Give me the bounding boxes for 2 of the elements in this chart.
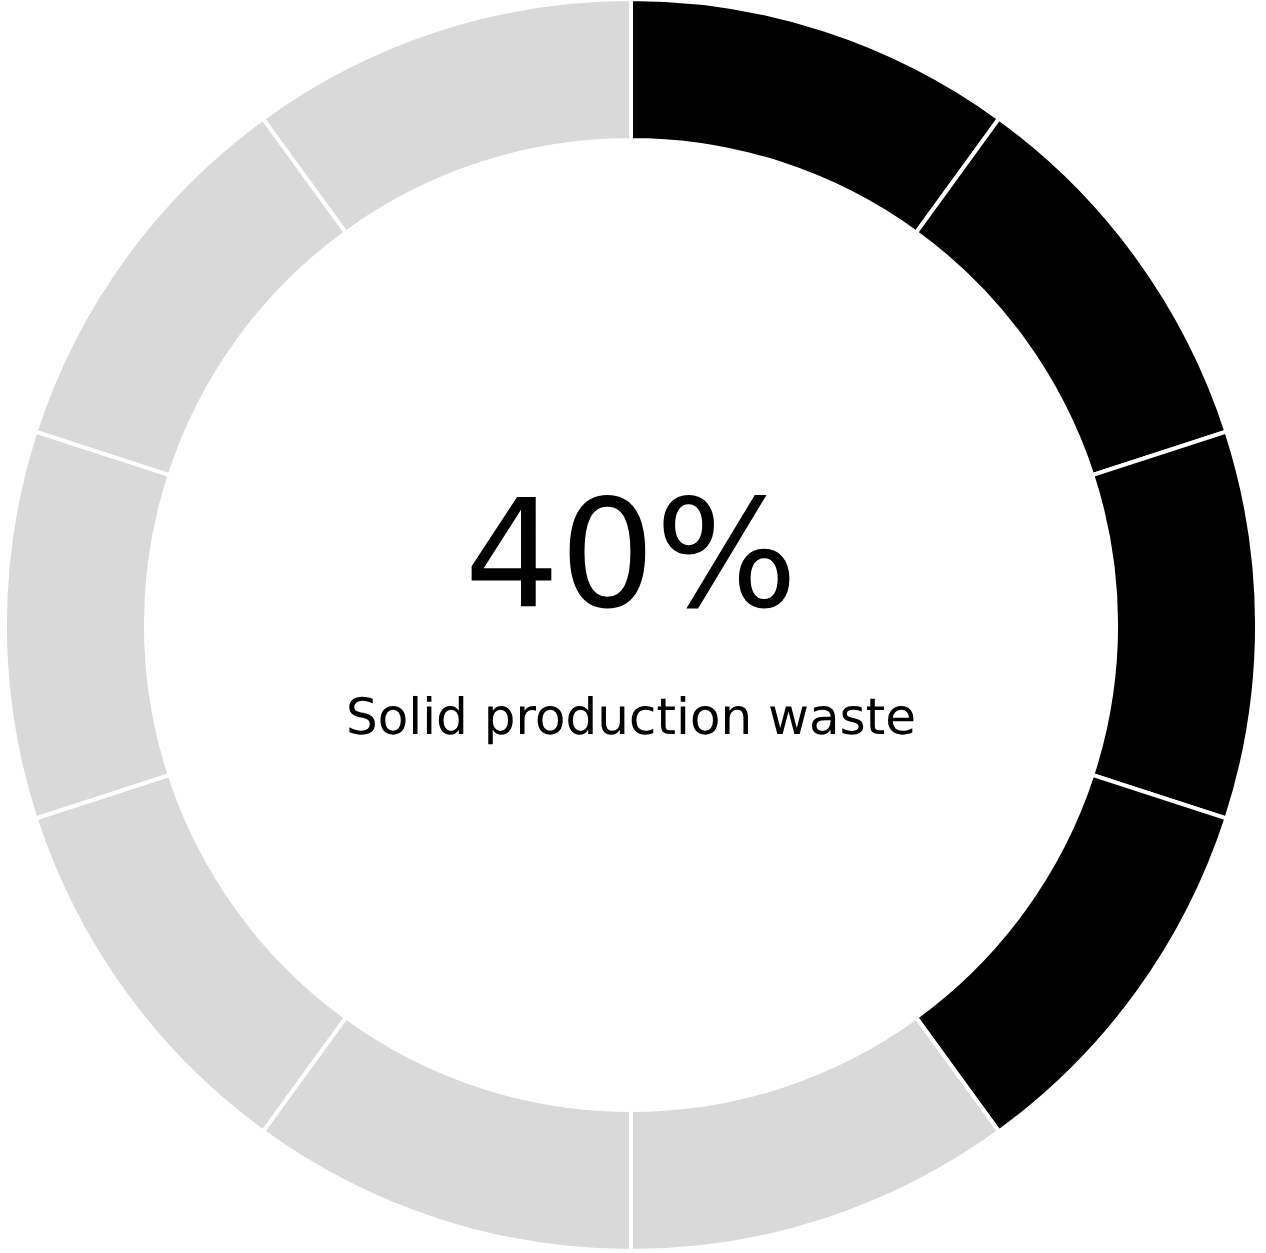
text: 40% (471, 494, 790, 609)
text: Solid production waste (349, 695, 914, 745)
